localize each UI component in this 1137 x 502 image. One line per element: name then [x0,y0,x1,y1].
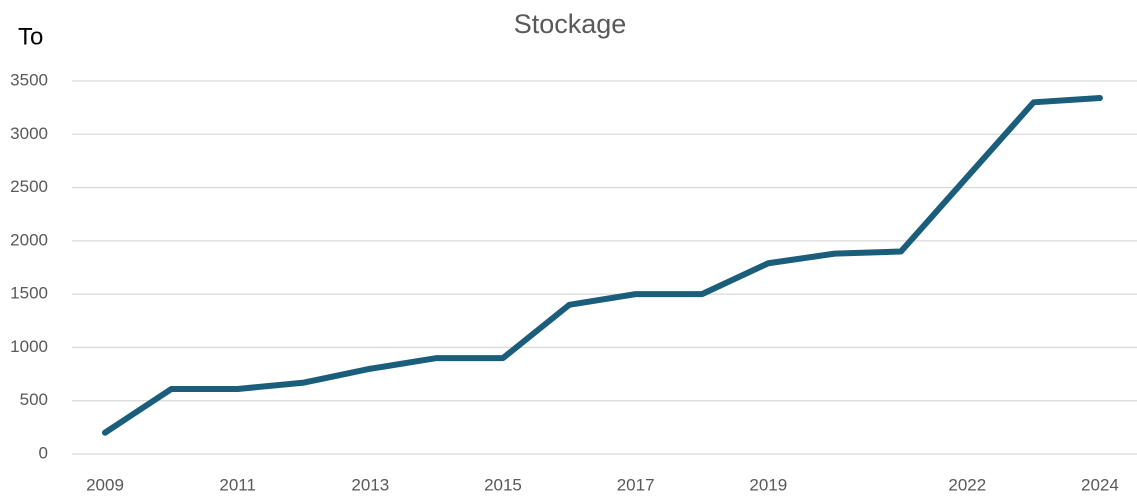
y-tick-label: 0 [39,443,48,462]
y-tick-label: 1000 [10,337,48,356]
y-tick-label: 1500 [10,284,48,303]
y-tick-label: 2500 [10,177,48,196]
chart-title: Stockage [514,9,627,39]
x-tick-label: 2015 [484,475,522,494]
y-axis-label: To [18,23,43,50]
x-tick-label: 2011 [219,475,256,494]
x-tick-label: 2024 [1081,475,1119,494]
x-tick-label: 2019 [749,475,787,494]
y-tick-label: 3500 [10,70,48,89]
data-line [102,95,1103,436]
x-tick-label: 2009 [86,475,124,494]
y-tick-label: 2000 [10,230,48,249]
y-tick-label: 500 [20,390,48,409]
x-tick-label: 2022 [948,475,986,494]
y-tick-label: 3000 [10,124,48,143]
x-tick-label: 2017 [617,475,655,494]
x-tick-label: 2013 [351,475,389,494]
